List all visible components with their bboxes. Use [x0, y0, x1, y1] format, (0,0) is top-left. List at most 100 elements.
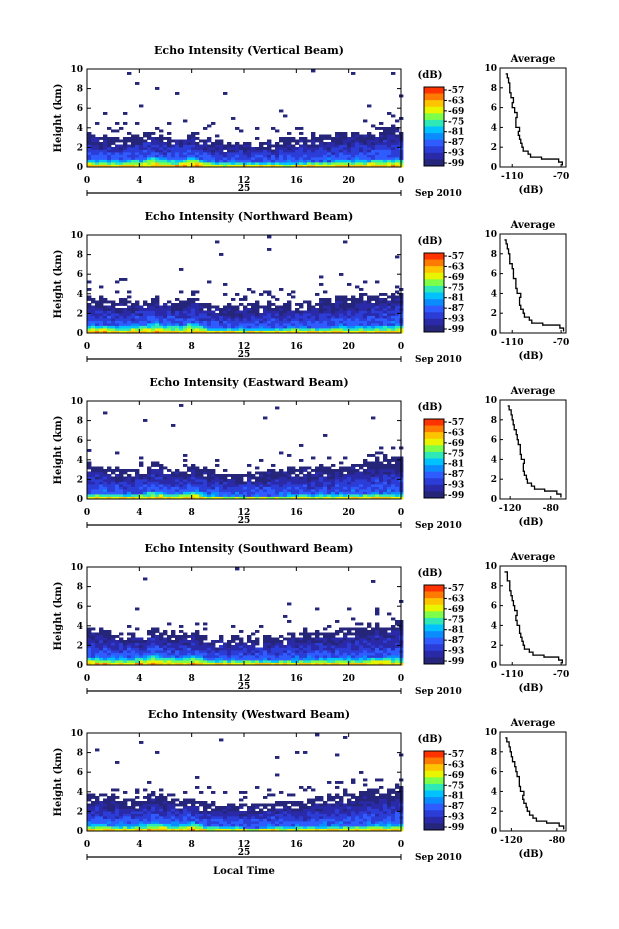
- heatmap-cell: [367, 147, 372, 150]
- heatmap-cell: [223, 313, 228, 316]
- average-profile-point: [528, 319, 530, 321]
- heatmap-cell: [119, 826, 124, 829]
- heatmap-cell: [263, 154, 268, 158]
- heatmap-cell: [183, 491, 188, 495]
- average-y-tick-label: 2: [491, 475, 497, 485]
- heatmap-cell: [199, 791, 204, 794]
- heatmap-cell: [135, 159, 140, 163]
- heatmap-cell: [391, 330, 396, 334]
- heatmap-cell: [395, 635, 400, 638]
- heatmap-cell: [155, 484, 160, 487]
- heatmap-cell: [291, 149, 296, 153]
- heatmap-cell: [191, 315, 196, 319]
- heatmap-cell: [215, 474, 220, 477]
- heatmap-cell: [243, 650, 248, 653]
- heatmap-cell: [311, 652, 316, 656]
- heatmap-cell: [207, 786, 212, 789]
- heatmap-cell: [95, 662, 100, 666]
- heatmap-cell: [315, 323, 320, 326]
- heatmap-cell: [315, 147, 320, 150]
- heatmap-cell: [195, 308, 200, 311]
- heatmap-cell: [127, 320, 132, 324]
- heatmap-cell: [219, 637, 224, 641]
- heatmap-cell: [163, 823, 168, 827]
- heatmap-cell: [379, 325, 384, 329]
- heatmap-cell: [219, 320, 224, 324]
- heatmap-cell: [219, 147, 224, 150]
- heatmap-cell: [167, 318, 172, 321]
- heatmap-cell: [175, 305, 180, 309]
- heatmap-cell: [287, 474, 292, 477]
- heatmap-cell: [367, 157, 372, 160]
- heatmap-cell: [339, 164, 344, 168]
- heatmap-cell: [291, 660, 296, 663]
- heatmap-cell: [311, 69, 316, 73]
- date-day: 25: [238, 516, 251, 526]
- average-profile-point: [523, 474, 525, 476]
- heatmap-cell: [175, 818, 180, 822]
- heatmap-cell: [127, 806, 132, 809]
- heatmap-cell: [327, 635, 332, 638]
- heatmap-cell: [151, 793, 156, 797]
- heatmap-cell: [91, 796, 96, 799]
- heatmap-cell: [131, 310, 136, 314]
- heatmap-cell: [103, 144, 108, 148]
- heatmap-cell: [267, 154, 272, 158]
- heatmap-cell: [151, 655, 156, 658]
- heatmap-cell: [363, 640, 368, 643]
- heatmap-cell: [107, 640, 112, 643]
- heatmap-cell: [291, 640, 296, 643]
- heatmap-cell: [355, 471, 360, 475]
- heatmap-cell: [339, 481, 344, 485]
- heatmap-cell: [343, 157, 348, 160]
- heatmap-cell: [367, 486, 372, 490]
- heatmap-cell: [283, 330, 288, 334]
- heatmap-cell: [223, 318, 228, 321]
- heatmap-cell: [291, 157, 296, 160]
- heatmap-cell: [211, 791, 216, 794]
- heatmap-cell: [367, 313, 372, 316]
- heatmap-cell: [195, 776, 200, 779]
- x-tick-label: 4: [136, 342, 142, 352]
- heatmap-cell: [395, 494, 400, 497]
- heatmap-cell: [395, 484, 400, 487]
- heatmap-cell: [351, 479, 356, 482]
- heatmap-cell: [127, 798, 132, 802]
- heatmap-cell: [383, 298, 388, 301]
- heatmap-cell: [387, 640, 392, 643]
- heatmap-cell: [267, 142, 272, 145]
- heatmap-cell: [183, 159, 188, 163]
- heatmap-cell: [135, 147, 140, 150]
- average-title: Average: [510, 54, 556, 65]
- heatmap-cell: [123, 494, 128, 497]
- heatmap-cell: [187, 318, 192, 321]
- heatmap-cell: [283, 474, 288, 477]
- heatmap-cell: [283, 320, 288, 324]
- heatmap-cell: [311, 484, 316, 487]
- heatmap-cell: [235, 144, 240, 148]
- heatmap-cell: [115, 801, 120, 804]
- heatmap-cell: [323, 647, 328, 651]
- heatmap-cell: [223, 144, 228, 148]
- heatmap-cell: [99, 298, 104, 301]
- heatmap-cell: [367, 650, 372, 653]
- heatmap-cell: [395, 290, 400, 294]
- heatmap-cell: [231, 157, 236, 160]
- heatmap-cell: [147, 310, 152, 314]
- heatmap-cell: [143, 650, 148, 653]
- heatmap-cell: [87, 328, 92, 331]
- heatmap-cell: [167, 635, 172, 638]
- heatmap-cell: [147, 330, 152, 334]
- heatmap-cell: [335, 164, 340, 168]
- heatmap-cell: [299, 318, 304, 321]
- heatmap-cell: [151, 300, 156, 304]
- heatmap-cell: [203, 808, 208, 812]
- heatmap-cell: [119, 157, 124, 160]
- heatmap-cell: [219, 494, 224, 497]
- heatmap-cell: [151, 318, 156, 321]
- heatmap-cell: [151, 652, 156, 656]
- heatmap-cell: [271, 144, 276, 148]
- heatmap-cell: [287, 142, 292, 145]
- heatmap-cell: [339, 657, 344, 661]
- heatmap-cell: [171, 476, 176, 480]
